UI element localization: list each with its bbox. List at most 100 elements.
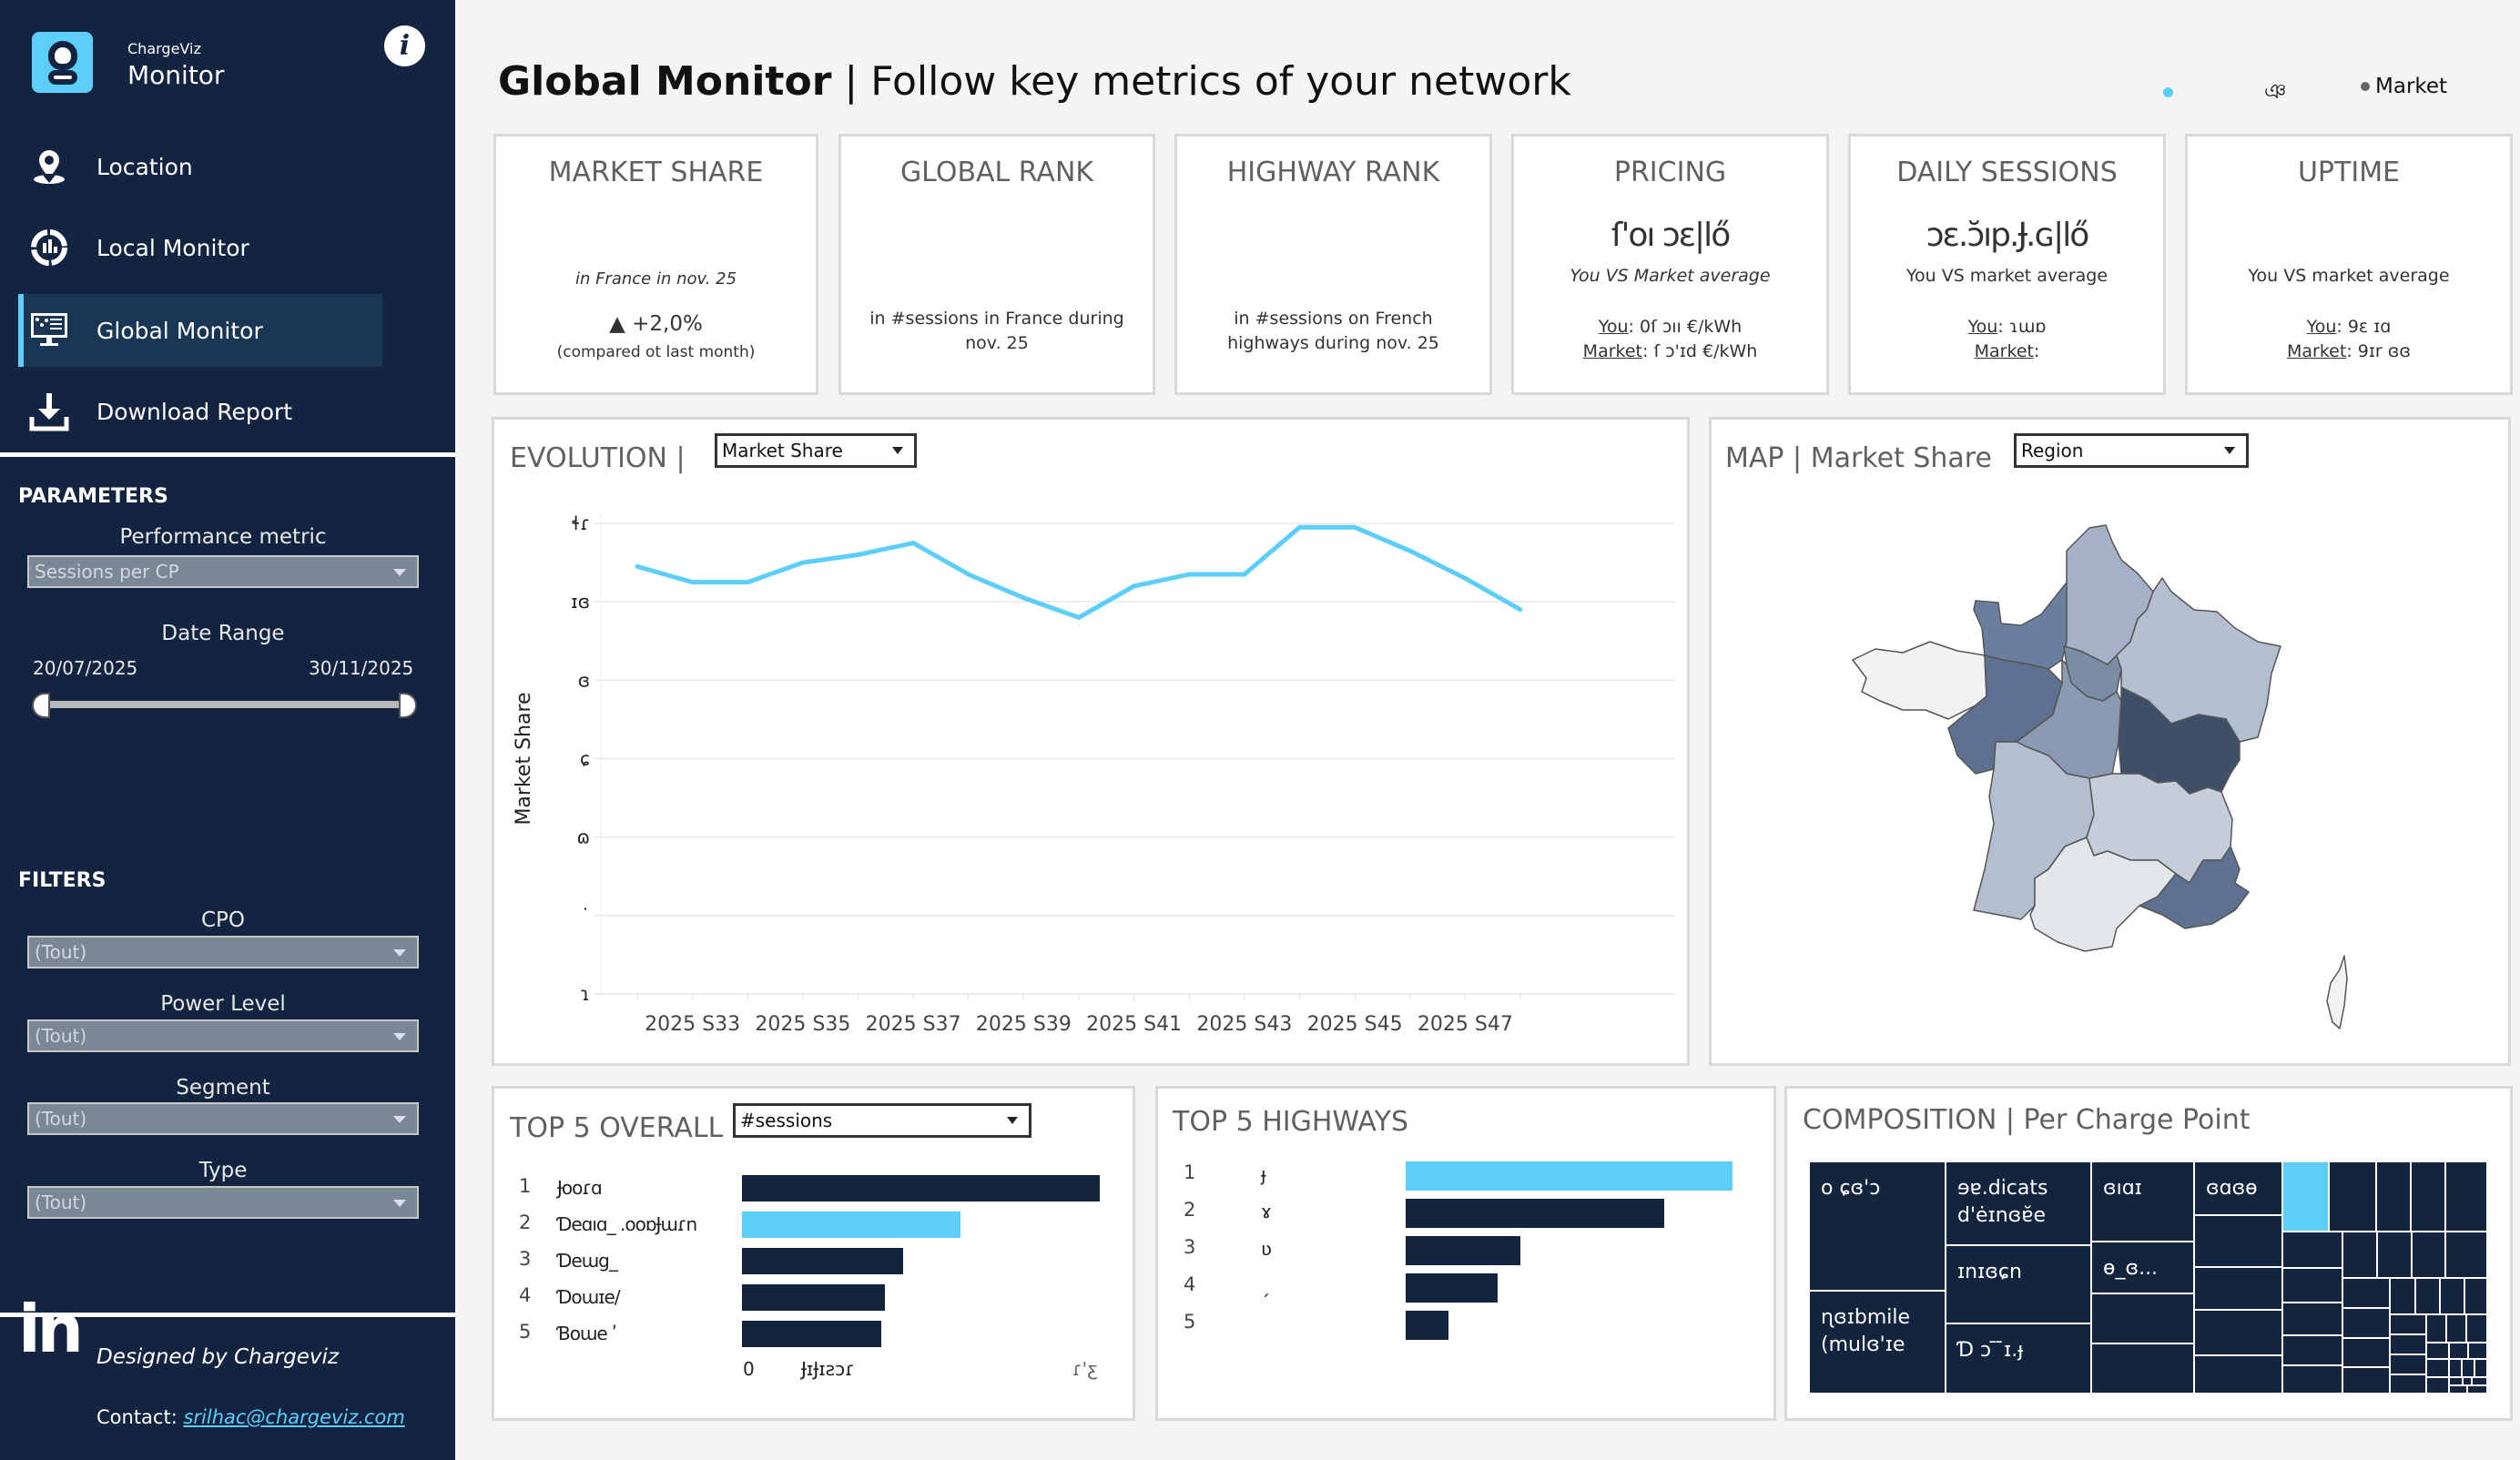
performance-metric-dropdown[interactable]: Sessions per CP bbox=[27, 555, 419, 588]
treemap-cell[interactable]: ɘɐ.dicats d'ėɪnɞɐ̆e bbox=[1945, 1160, 2092, 1247]
top5-metric-select[interactable]: #sessions bbox=[733, 1103, 1031, 1138]
treemap-cell[interactable]: ɞɑɞɵ bbox=[2193, 1161, 2283, 1216]
treemap-cell[interactable] bbox=[2328, 1161, 2377, 1232]
treemap-cell[interactable] bbox=[2389, 1333, 2427, 1355]
treemap-cell[interactable] bbox=[2389, 1373, 2427, 1394]
data-point[interactable] bbox=[910, 541, 916, 546]
bar-3[interactable] bbox=[1406, 1236, 1520, 1265]
data-point[interactable] bbox=[1518, 607, 1523, 613]
treemap-cell[interactable] bbox=[2193, 1354, 2283, 1394]
treemap-cell[interactable] bbox=[2425, 1357, 2450, 1379]
data-point[interactable] bbox=[966, 572, 971, 577]
treemap-cell[interactable]: ɳɞɪbmile (mulɞ'ɪe bbox=[1808, 1289, 1946, 1394]
treemap-cell[interactable] bbox=[2375, 1161, 2412, 1232]
treemap-cell[interactable] bbox=[2281, 1230, 2343, 1270]
date-start-handle[interactable] bbox=[32, 693, 50, 718]
bar-2[interactable] bbox=[742, 1212, 960, 1238]
contact-email-link[interactable]: srilhac@chargeviz.com bbox=[183, 1406, 405, 1428]
treemap-cell[interactable] bbox=[2410, 1161, 2446, 1232]
treemap-cell[interactable] bbox=[2462, 1376, 2473, 1387]
linkedin-icon[interactable]: in bbox=[18, 1291, 84, 1367]
treemap-cell[interactable] bbox=[2474, 1357, 2488, 1379]
treemap-cell[interactable] bbox=[2448, 1357, 2463, 1379]
treemap-cell[interactable] bbox=[2465, 1313, 2488, 1343]
data-point[interactable] bbox=[856, 552, 860, 557]
treemap-cell[interactable]: ɞıɑɪ bbox=[2090, 1161, 2195, 1242]
bar-1[interactable] bbox=[1406, 1161, 1732, 1191]
treemap-cell[interactable] bbox=[2466, 1384, 2488, 1394]
treemap-cell[interactable] bbox=[2445, 1313, 2467, 1343]
treemap-cell[interactable] bbox=[2467, 1341, 2488, 1360]
treemap-cell[interactable] bbox=[2281, 1161, 2330, 1232]
data-point[interactable] bbox=[1462, 575, 1468, 581]
data-point[interactable] bbox=[1352, 524, 1357, 530]
cpo-filter-dropdown[interactable]: (Tout) bbox=[27, 936, 419, 968]
region-provence-alpes-cote-dazur[interactable] bbox=[2139, 846, 2250, 929]
treemap-cell[interactable] bbox=[2425, 1376, 2450, 1394]
treemap-cell[interactable] bbox=[2193, 1213, 2283, 1269]
power-level-filter-dropdown[interactable]: (Tout) bbox=[27, 1019, 419, 1052]
treemap-cell[interactable]: ɪnɪɞɕn bbox=[1945, 1244, 2092, 1324]
treemap-cell[interactable] bbox=[2281, 1364, 2343, 1394]
nav-location[interactable]: Location bbox=[18, 130, 382, 203]
treemap-cell[interactable] bbox=[2471, 1376, 2488, 1387]
segment-filter-dropdown[interactable]: (Tout) bbox=[27, 1102, 419, 1135]
region-corse[interactable] bbox=[2326, 955, 2348, 1029]
date-range-slider[interactable] bbox=[46, 701, 401, 708]
treemap-cell[interactable] bbox=[2448, 1376, 2464, 1387]
treemap-cell[interactable] bbox=[2461, 1357, 2475, 1379]
treemap-cell[interactable] bbox=[2448, 1341, 2469, 1360]
nav-global-monitor[interactable]: Global Monitor bbox=[18, 294, 382, 367]
evolution-metric-select[interactable]: Market Share bbox=[715, 433, 917, 468]
bar-2[interactable] bbox=[1406, 1199, 1664, 1228]
treemap-cell[interactable] bbox=[2444, 1161, 2488, 1232]
treemap-cell[interactable] bbox=[2281, 1334, 2343, 1367]
map-level-select[interactable]: Region bbox=[2014, 433, 2249, 468]
treemap-cell[interactable] bbox=[2389, 1277, 2416, 1316]
nav-local-monitor[interactable]: Local Monitor bbox=[18, 211, 382, 284]
info-icon[interactable]: i bbox=[384, 25, 425, 66]
treemap-cell[interactable] bbox=[2448, 1384, 2468, 1394]
treemap-cell[interactable] bbox=[2090, 1343, 2195, 1394]
data-point[interactable] bbox=[1407, 548, 1413, 553]
treemap-cell[interactable] bbox=[2389, 1353, 2427, 1375]
bar-4[interactable] bbox=[1406, 1273, 1498, 1303]
treemap-cell[interactable] bbox=[2389, 1313, 2427, 1335]
treemap-cell[interactable]: ɵ_ɞ... bbox=[2090, 1240, 2195, 1295]
treemap-cell[interactable] bbox=[2425, 1313, 2447, 1343]
bar-1[interactable] bbox=[742, 1175, 1100, 1201]
treemap-cell[interactable] bbox=[2376, 1230, 2413, 1280]
data-point[interactable] bbox=[1076, 614, 1082, 620]
bar-3[interactable] bbox=[742, 1248, 903, 1274]
data-point[interactable] bbox=[1297, 524, 1302, 530]
treemap-cell[interactable] bbox=[2439, 1277, 2465, 1316]
bar-4[interactable] bbox=[742, 1284, 886, 1311]
treemap-cell[interactable] bbox=[2342, 1306, 2391, 1340]
data-point[interactable] bbox=[1186, 572, 1192, 577]
type-filter-dropdown[interactable]: (Tout) bbox=[27, 1186, 419, 1219]
treemap-cell[interactable] bbox=[2193, 1309, 2283, 1356]
treemap-cell[interactable] bbox=[2193, 1266, 2283, 1312]
treemap-cell[interactable] bbox=[2411, 1230, 2446, 1280]
data-point[interactable] bbox=[800, 560, 806, 565]
treemap-cell[interactable]: o ɕɞ'ɔ bbox=[1808, 1161, 1946, 1292]
treemap-cell[interactable] bbox=[2281, 1267, 2343, 1303]
treemap-cell[interactable] bbox=[2342, 1337, 2391, 1369]
bar-5[interactable] bbox=[742, 1321, 882, 1347]
treemap-cell[interactable]: Ɗ ɔ ̄ ̄ɪ.ɟ bbox=[1945, 1322, 2092, 1394]
bar-5[interactable] bbox=[1406, 1311, 1448, 1340]
treemap-cell[interactable] bbox=[2425, 1341, 2450, 1360]
treemap-cell[interactable] bbox=[2342, 1366, 2391, 1394]
data-point[interactable] bbox=[690, 580, 696, 585]
data-point[interactable] bbox=[745, 580, 750, 585]
treemap-cell[interactable] bbox=[2414, 1277, 2441, 1316]
treemap-cell[interactable] bbox=[2281, 1301, 2343, 1337]
data-point[interactable] bbox=[1132, 583, 1137, 589]
region-bretagne[interactable] bbox=[1852, 641, 1987, 720]
data-point[interactable] bbox=[635, 563, 640, 569]
treemap-cell[interactable] bbox=[2090, 1293, 2195, 1345]
data-point[interactable] bbox=[1021, 595, 1026, 601]
nav-download-report[interactable]: Download Report bbox=[18, 375, 382, 448]
treemap-cell[interactable] bbox=[2342, 1230, 2378, 1280]
data-point[interactable] bbox=[1242, 572, 1247, 577]
